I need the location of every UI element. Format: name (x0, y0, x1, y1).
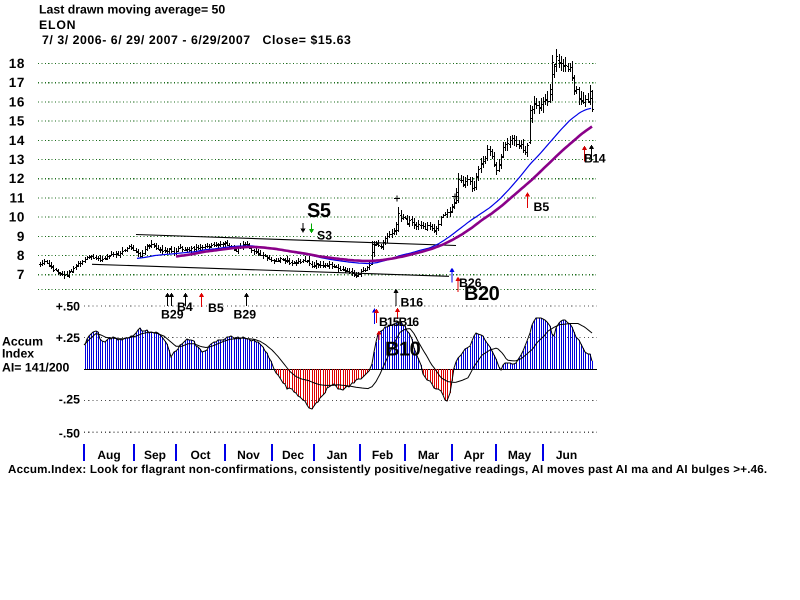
svg-text:Jan: Jan (327, 448, 348, 462)
svg-text:17: 17 (9, 75, 25, 90)
svg-text:B20: B20 (464, 283, 500, 305)
svg-text:14: 14 (9, 133, 25, 148)
svg-text:B15B16: B15B16 (379, 315, 419, 329)
svg-text:S5: S5 (307, 200, 331, 222)
svg-text:B10: B10 (385, 339, 421, 361)
svg-text:16: 16 (9, 94, 25, 109)
svg-text:-.25: -.25 (59, 392, 80, 406)
svg-text:8: 8 (17, 248, 25, 263)
svg-text:9: 9 (17, 229, 25, 244)
svg-text:Aug: Aug (97, 448, 120, 462)
svg-text:AI= 141/200: AI= 141/200 (2, 361, 70, 375)
svg-text:B26: B26 (459, 276, 482, 290)
svg-text:Feb: Feb (372, 448, 393, 462)
svg-text:7/ 3/ 2006- 6/ 29/ 2007 - 6/29: 7/ 3/ 2006- 6/ 29/ 2007 - 6/29/2007 Clos… (42, 33, 351, 47)
svg-text:Sep: Sep (144, 448, 166, 462)
svg-text:Accum.Index: Look for flagrant: Accum.Index: Look for flagrant non-confi… (8, 463, 767, 476)
svg-text:Last drawn moving average= 50: Last drawn moving average= 50 (39, 3, 225, 17)
svg-text:-.50: -.50 (59, 426, 80, 440)
svg-text:Dec: Dec (282, 448, 304, 462)
svg-text:11: 11 (10, 190, 25, 205)
svg-text:B5: B5 (208, 301, 224, 315)
svg-text:May: May (508, 448, 532, 462)
svg-text:Mar: Mar (418, 448, 440, 462)
svg-text:18: 18 (9, 56, 25, 71)
svg-text:S3: S3 (317, 229, 332, 243)
svg-text:Nov: Nov (237, 448, 260, 462)
svg-text:Jun: Jun (556, 448, 577, 462)
svg-text:B5: B5 (534, 200, 550, 214)
svg-text:13: 13 (9, 152, 25, 167)
svg-text:12: 12 (9, 171, 25, 186)
svg-text:B29: B29 (234, 308, 257, 322)
svg-text:Apr: Apr (464, 448, 485, 462)
svg-text:ELON: ELON (39, 18, 76, 32)
svg-text:+.25: +.25 (56, 331, 80, 345)
svg-text:B16: B16 (401, 296, 424, 310)
svg-text:15: 15 (9, 114, 25, 129)
svg-text:Index: Index (2, 347, 34, 361)
svg-text:10: 10 (9, 210, 25, 225)
svg-text:B14: B14 (584, 152, 606, 166)
svg-text:+.50: +.50 (56, 299, 80, 313)
svg-text:Accum: Accum (2, 335, 43, 349)
svg-text:B29: B29 (161, 308, 184, 322)
svg-text:7: 7 (17, 267, 25, 282)
svg-text:B4: B4 (177, 300, 193, 314)
svg-text:Oct: Oct (190, 448, 210, 462)
